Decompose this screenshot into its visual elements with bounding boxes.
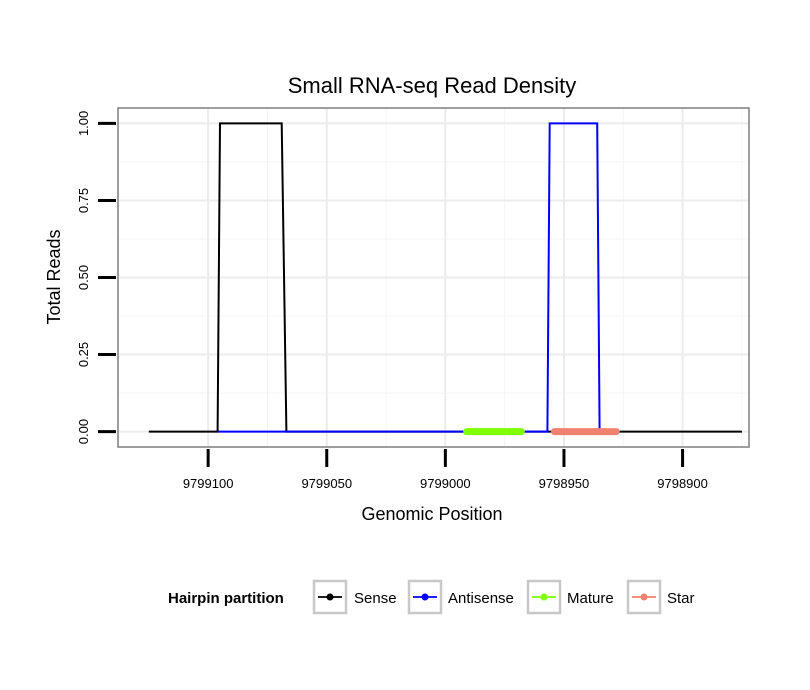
legend-label: Sense: [354, 590, 397, 607]
x-axis: 9799100 9799050 9799000 9798950 9798900: [183, 449, 708, 491]
legend-key-point: [421, 593, 429, 601]
legend-key-point: [640, 593, 648, 601]
legend: Hairpin partition Sense Antisense Mature St…: [168, 579, 695, 615]
legend-key-point: [326, 593, 334, 601]
y-tick-label: 1.00: [76, 111, 91, 136]
legend-item-star: Star: [626, 579, 695, 615]
series-antisense-line: [217, 122, 601, 433]
x-tick-label: 9798950: [539, 476, 590, 491]
series-layer: [148, 122, 742, 436]
x-tick-label: 9799100: [183, 476, 234, 491]
legend-title: Hairpin partition: [168, 590, 284, 607]
legend-item-sense: Sense: [312, 579, 397, 615]
y-tick-label: 0.75: [76, 188, 91, 213]
legend-items: Sense Antisense Mature Star: [312, 579, 695, 615]
legend-item-antisense: Antisense: [407, 579, 514, 615]
y-axis-title: Total Reads: [44, 229, 64, 324]
y-tick-label: 0.00: [76, 419, 91, 444]
y-tick-label: 0.50: [76, 265, 91, 290]
legend-item-mature: Mature: [526, 579, 614, 615]
x-tick-label: 9799000: [420, 476, 471, 491]
y-axis: 0.00 0.25 0.50 0.75 1.00: [76, 111, 116, 444]
x-tick-label: 9798900: [657, 476, 708, 491]
legend-label: Mature: [567, 590, 614, 607]
grid: [118, 108, 749, 447]
legend-label: Star: [667, 590, 695, 607]
y-tick-label: 0.25: [76, 342, 91, 367]
x-tick-label: 9799050: [301, 476, 352, 491]
plot-panel-border: [117, 107, 750, 448]
chart-title: Small RNA-seq Read Density: [288, 73, 577, 98]
legend-key-point: [540, 593, 548, 601]
legend-label: Antisense: [448, 590, 514, 607]
x-axis-title: Genomic Position: [361, 504, 502, 524]
